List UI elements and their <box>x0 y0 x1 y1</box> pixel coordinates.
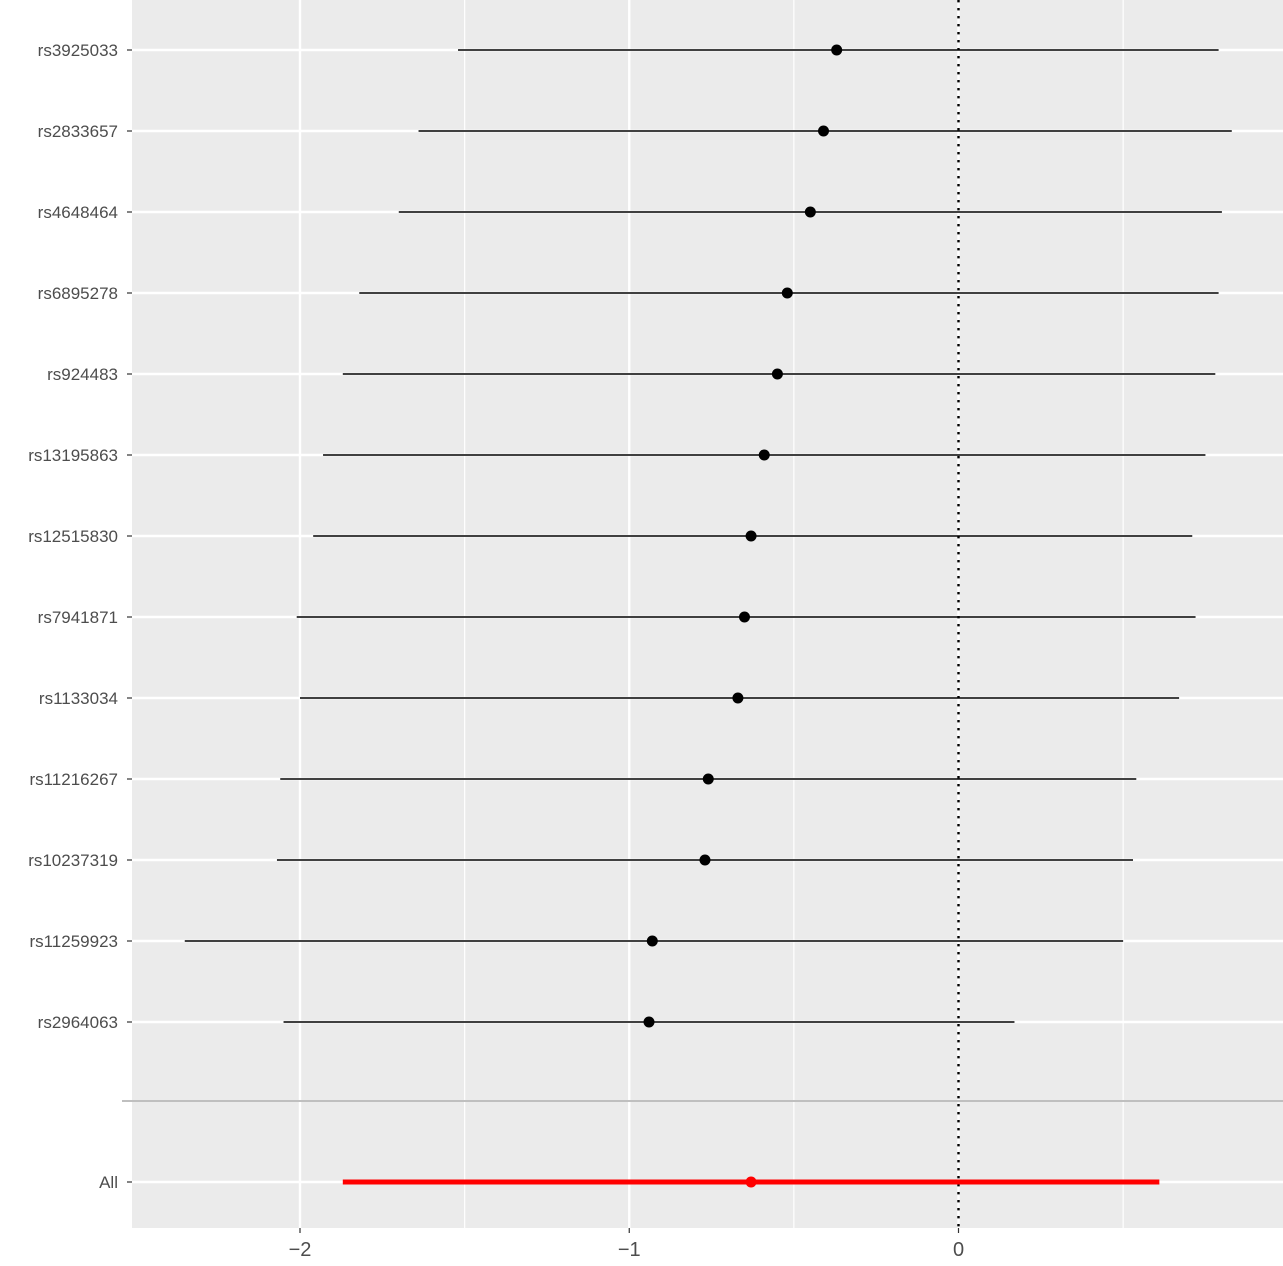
snp-label: rs924483 <box>47 365 118 384</box>
snp-label: rs13195863 <box>28 446 118 465</box>
point-estimate <box>745 530 757 542</box>
point-estimate <box>732 692 744 704</box>
x-tick-label: −1 <box>618 1239 641 1261</box>
summary-point-estimate <box>745 1176 757 1188</box>
snp-label: rs7941871 <box>38 608 118 627</box>
snp-label: rs12515830 <box>28 527 118 546</box>
point-estimate <box>818 125 830 137</box>
x-tick-label: 0 <box>953 1239 964 1261</box>
point-estimate <box>771 368 783 380</box>
point-estimate <box>831 44 843 56</box>
snp-label: rs2833657 <box>38 122 118 141</box>
point-estimate <box>702 773 714 785</box>
axes: rs3925033 rs2833657 rs4648464 rs6895278 rs92… <box>28 41 1283 1261</box>
chart-marks <box>184 0 1232 1228</box>
snp-label: rs10237319 <box>28 851 118 870</box>
point-estimate <box>643 1016 655 1028</box>
point-estimate <box>804 206 816 218</box>
snp-label: rs11216267 <box>29 770 118 789</box>
snp-label: rs2964063 <box>38 1013 118 1032</box>
snp-label: rs11259923 <box>29 932 118 951</box>
snp-label: rs1133034 <box>39 689 118 708</box>
x-tick-label: −2 <box>289 1239 312 1261</box>
plot-panel <box>132 0 1283 1228</box>
point-estimate <box>699 854 711 866</box>
snp-label: rs3925033 <box>38 41 118 60</box>
snp-label: rs6895278 <box>38 284 118 303</box>
point-estimate <box>781 287 793 299</box>
point-estimate <box>738 611 750 623</box>
point-estimate <box>758 449 770 461</box>
summary-label: All <box>99 1173 118 1192</box>
snp-label: rs4648464 <box>38 203 118 222</box>
point-estimate <box>646 935 658 947</box>
